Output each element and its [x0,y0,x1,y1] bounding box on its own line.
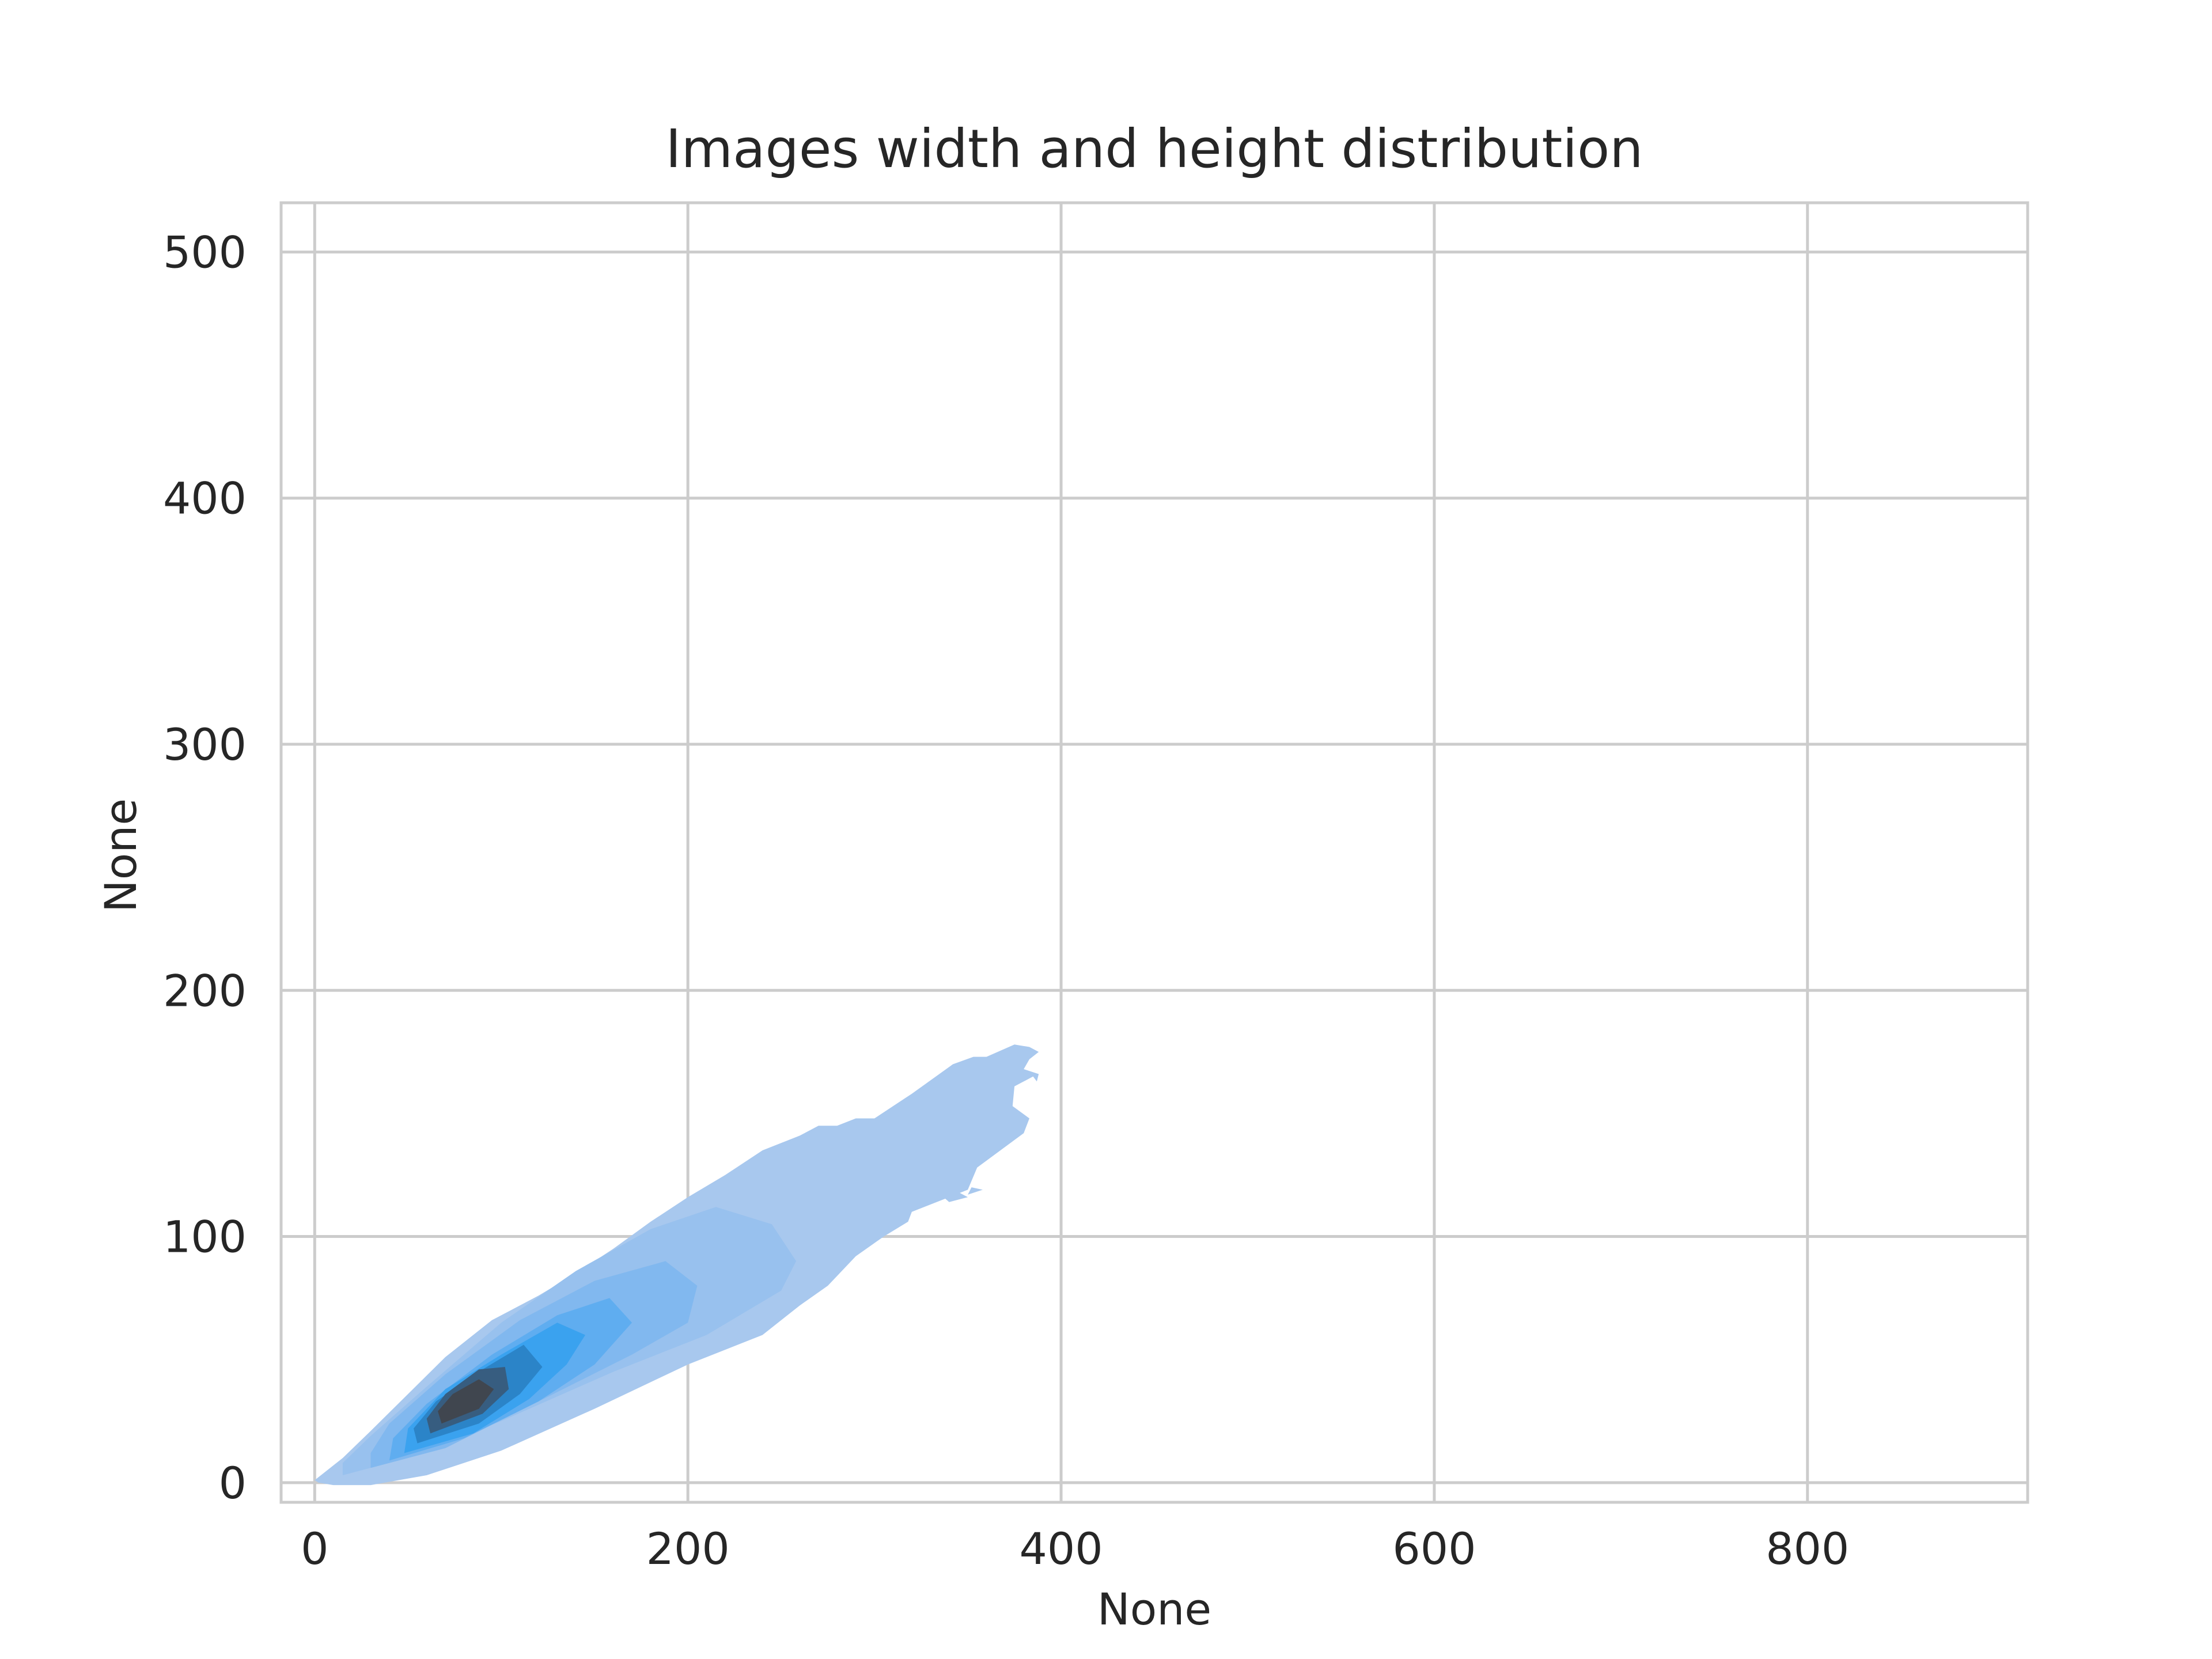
density-layer [315,1044,1039,1486]
axes-frame [279,201,2029,1504]
y-axis-label: None [95,798,146,912]
density-island-1 [944,1192,968,1202]
density-island-2 [968,1187,983,1195]
tick-labels: 0 200 400 600 800 0 100 200 300 400 500 [163,226,1849,1574]
x-tick-label: 400 [1020,1523,1103,1574]
y-tick-label: 100 [163,1211,247,1263]
y-tick-label: 300 [163,719,247,770]
axes-spines [279,201,2029,1504]
y-tick-label: 200 [163,965,247,1016]
density-level-8 [438,1379,494,1424]
grid-layer [281,203,2028,1502]
y-tick-label: 500 [163,226,247,278]
y-tick-label: 0 [219,1457,247,1509]
x-tick-label: 200 [646,1523,730,1574]
x-tick-label: 0 [301,1523,328,1574]
x-tick-label: 800 [1766,1523,1849,1574]
x-axis-label: None [1097,1584,1211,1635]
x-tick-label: 600 [1392,1523,1476,1574]
chart-title: Images width and height distribution [665,118,1643,180]
y-tick-label: 400 [163,473,247,524]
